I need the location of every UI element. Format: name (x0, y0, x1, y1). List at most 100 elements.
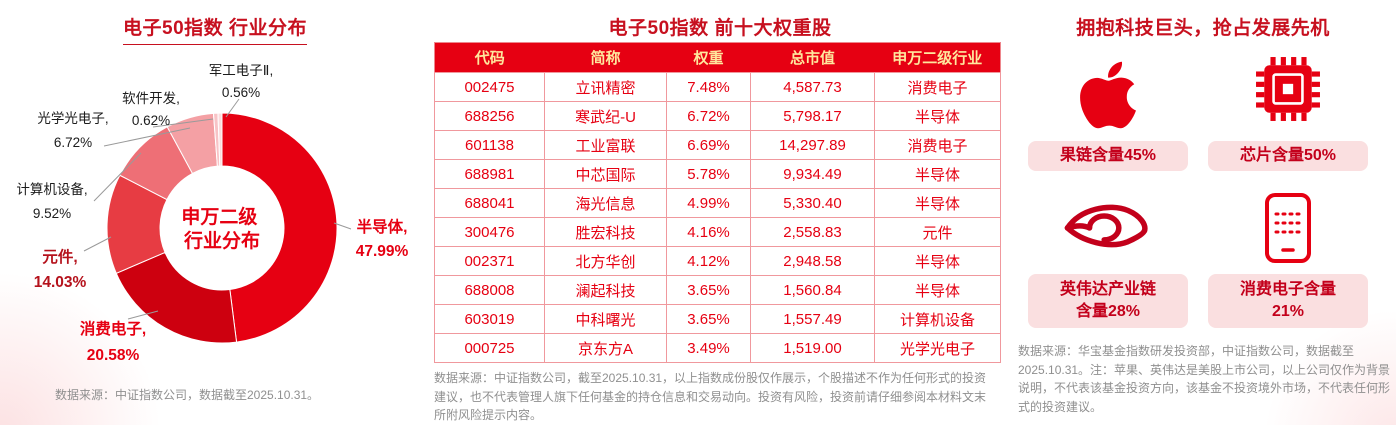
table-row: 601138 工业富联 6.69% 14,297.89 消费电子 (434, 130, 1001, 160)
donut-segment-7 (217, 112, 223, 167)
table-cell: 6.69% (666, 130, 751, 160)
table-header-cell: 简称 (544, 42, 667, 73)
chip-content-badge: 芯片含量50% (1208, 141, 1368, 171)
tech-giants-panel: 拥抱科技巨头，抢占发展先机 果链含量45% 芯片含量50% (1010, 0, 1396, 425)
apple-chain-badge: 果链含量45% (1028, 141, 1188, 171)
table-cell: 1,557.49 (750, 304, 875, 334)
apple-logo-icon (1079, 57, 1137, 133)
right-panel-title: 拥抱科技巨头，抢占发展先机 (1010, 13, 1396, 40)
donut-leader-line (93, 152, 142, 202)
chip-icon (1255, 56, 1321, 122)
table-cell: 4.16% (666, 217, 751, 247)
donut-leader-line (152, 118, 214, 128)
table-cell: 6.72% (666, 101, 751, 131)
donut-label: 软件开发, 0.62% (122, 91, 180, 128)
donut-label: 光学光电子, 6.72% (37, 111, 108, 150)
table-cell: 海光信息 (544, 188, 667, 218)
table-header-cell: 权重 (666, 42, 751, 73)
donut-leader-line (127, 310, 159, 320)
table-cell: 4.12% (666, 246, 751, 276)
donut-leader-line (103, 127, 191, 147)
donut-leader-line (83, 236, 112, 252)
table-row: 688981 中芯国际 5.78% 9,934.49 半导体 (434, 159, 1001, 189)
nvidia-logo-icon (1062, 196, 1150, 258)
consumer-electronics-badge: 消费电子含量 21% (1208, 274, 1368, 328)
table-cell: 中芯国际 (544, 159, 667, 189)
nvidia-chain-badge: 英伟达产业链 含量28% (1028, 274, 1188, 328)
table-cell: 立讯精密 (544, 72, 667, 102)
industry-donut-chart: 半导体, 47.99% 消费电子, 20.58% 元件, 14.03% 计算机设备, 9.52… (16, 63, 409, 364)
donut-label: 半导体, 47.99% (356, 217, 409, 260)
table-cell: 半导体 (874, 159, 1001, 189)
table-cell: 9,934.49 (750, 159, 875, 189)
table-cell: 300476 (434, 217, 545, 247)
table-cell: 半导体 (874, 101, 1001, 131)
table-cell: 2,558.83 (750, 217, 875, 247)
table-cell: 3.49% (666, 333, 751, 363)
table-row: 000725 京东方A 3.49% 1,519.00 光学光电子 (434, 333, 1001, 363)
left-source-note: 数据来源：中证指数公司，数据截至2025.10.31。 (55, 388, 320, 402)
table-cell: 澜起科技 (544, 275, 667, 305)
table-header-row: 代码 简称 权重 总市值 申万二级行业 (434, 42, 1001, 73)
table-cell: 14,297.89 (750, 130, 875, 160)
table-cell: 计算机设备 (874, 304, 1001, 334)
weights-table: 代码 简称 权重 总市值 申万二级行业 002475 立讯精密 7.48% 4,587.73 消… (434, 42, 1001, 363)
industry-chart-title: 电子50指数 行业分布 (0, 13, 430, 45)
table-cell: 601138 (434, 130, 545, 160)
table-row: 688008 澜起科技 3.65% 1,560.84 半导体 (434, 275, 1001, 305)
table-cell: 消费电子 (874, 130, 1001, 160)
table-cell: 胜宏科技 (544, 217, 667, 247)
table-row: 002371 北方华创 4.12% 2,948.58 半导体 (434, 246, 1001, 276)
table-row: 688041 海光信息 4.99% 5,330.40 半导体 (434, 188, 1001, 218)
industry-chart-title-text: 电子50指数 行业分布 (123, 13, 307, 45)
table-cell: 2,948.58 (750, 246, 875, 276)
table-cell: 工业富联 (544, 130, 667, 160)
table-cell: 1,519.00 (750, 333, 875, 363)
table-cell: 北方华创 (544, 246, 667, 276)
donut-leader-line (333, 222, 352, 230)
table-cell: 3.65% (666, 275, 751, 305)
table-cell: 中科曙光 (544, 304, 667, 334)
table-cell: 688256 (434, 101, 545, 131)
donut-label: 军工电子Ⅱ, 0.56% (209, 63, 273, 100)
table-cell: 半导体 (874, 275, 1001, 305)
donut-label: 计算机设备, 9.52% (16, 181, 87, 221)
table-cell: 000725 (434, 333, 545, 363)
table-header-cell: 申万二级行业 (874, 42, 1001, 73)
table-cell: 688008 (434, 275, 545, 305)
donut-arcs (106, 112, 338, 344)
right-source-note: 数据来源：华宝基金指数研发投资部，中证指数公司，数据截至2025.10.31。注… (1018, 344, 1391, 414)
table-cell: 光学光电子 (874, 333, 1001, 363)
table-cell: 1,560.84 (750, 275, 875, 305)
table-header-cell: 总市值 (750, 42, 875, 73)
donut-leader-line (225, 98, 240, 118)
table-cell: 4.99% (666, 188, 751, 218)
holdings-table-title-text: 电子50指数 前十大权重股 (608, 13, 832, 45)
table-row: 002475 立讯精密 7.48% 4,587.73 消费电子 (434, 72, 1001, 102)
holdings-table-title: 电子50指数 前十大权重股 (430, 13, 1010, 45)
table-row: 300476 胜宏科技 4.16% 2,558.83 元件 (434, 217, 1001, 247)
table-header-cell: 代码 (434, 42, 545, 73)
table-cell: 半导体 (874, 246, 1001, 276)
table-cell: 002371 (434, 246, 545, 276)
donut-segment-1 (221, 112, 338, 343)
donut-label: 消费电子, 20.58% (80, 319, 146, 364)
table-cell: 7.48% (666, 72, 751, 102)
table-cell: 半导体 (874, 188, 1001, 218)
table-cell: 603019 (434, 304, 545, 334)
donut-center-label: 申万二级 行业分布 (181, 205, 262, 252)
donut-label: 元件, 14.03% (34, 247, 87, 291)
table-cell: 5,798.17 (750, 101, 875, 131)
table-cell: 002475 (434, 72, 545, 102)
table-cell: 京东方A (544, 333, 667, 363)
table-cell: 元件 (874, 217, 1001, 247)
industry-distribution-panel: 电子50指数 行业分布 半导体, 47.99% 消费电子, 20.58% 元件, 14.0… (0, 0, 430, 425)
right-panel-title-text: 拥抱科技巨头，抢占发展先机 (1076, 18, 1330, 39)
table-cell: 688981 (434, 159, 545, 189)
table-cell: 688041 (434, 188, 545, 218)
table-cell: 5.78% (666, 159, 751, 189)
table-row: 603019 中科曙光 3.65% 1,557.49 计算机设备 (434, 304, 1001, 334)
table-cell: 消费电子 (874, 72, 1001, 102)
table-row: 688256 寒武纪-U 6.72% 5,798.17 半导体 (434, 101, 1001, 131)
